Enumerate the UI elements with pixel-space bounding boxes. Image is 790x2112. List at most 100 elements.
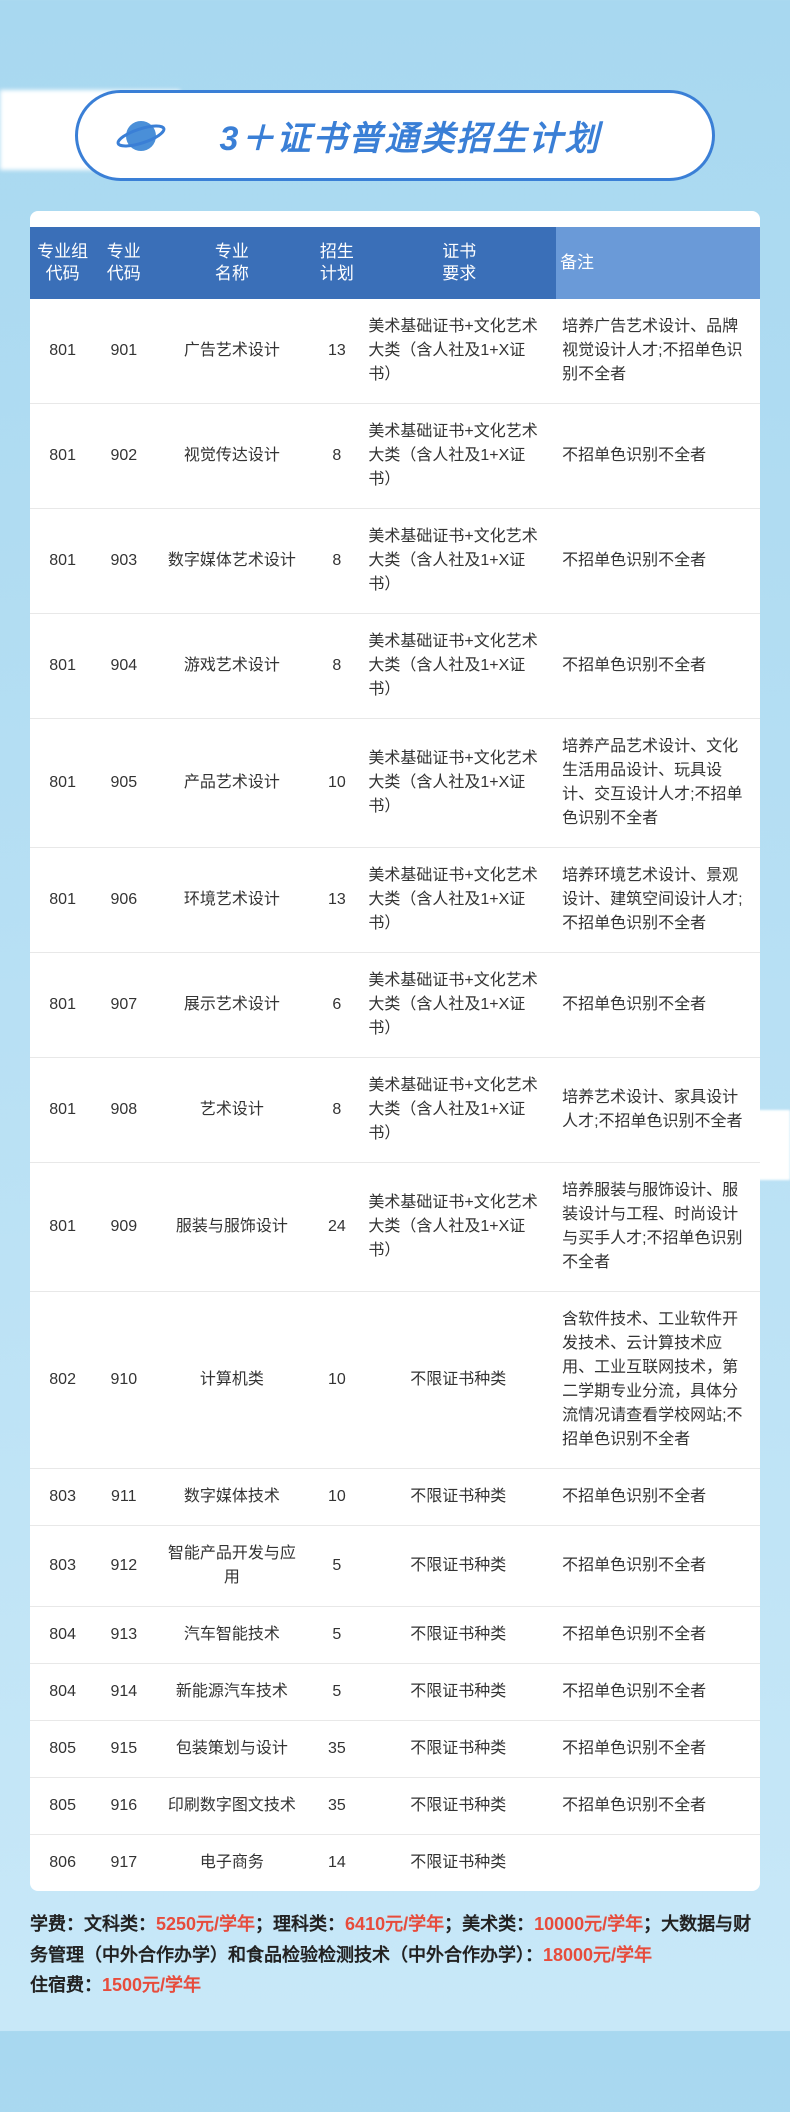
cell-plan: 6	[311, 953, 362, 1058]
cell-group: 801	[30, 1163, 95, 1292]
footer-note: 学费：文科类：5250元/学年；理科类：6410元/学年；美术类：10000元/…	[30, 1909, 760, 2001]
cell-plan: 10	[311, 1292, 362, 1469]
fee-liberal: 5250元/学年	[156, 1914, 255, 1934]
cell-plan: 24	[311, 1163, 362, 1292]
cell-major: 901	[95, 299, 152, 404]
cell-major: 914	[95, 1664, 152, 1721]
cell-name: 数字媒体艺术设计	[152, 509, 311, 614]
cell-name: 新能源汽车技术	[152, 1664, 311, 1721]
table-row: 803912智能产品开发与应用5不限证书种类不招单色识别不全者	[30, 1526, 760, 1607]
cell-plan: 5	[311, 1607, 362, 1664]
cell-name: 环境艺术设计	[152, 848, 311, 953]
cell-req: 美术基础证书+文化艺术大类（含人社及1+X证书）	[362, 1058, 556, 1163]
cell-group: 805	[30, 1778, 95, 1835]
cell-group: 802	[30, 1292, 95, 1469]
cell-plan: 8	[311, 404, 362, 509]
table-body: 801901广告艺术设计13美术基础证书+文化艺术大类（含人社及1+X证书）培养…	[30, 299, 760, 1891]
cell-note: 不招单色识别不全者	[556, 1778, 760, 1835]
cell-name: 游戏艺术设计	[152, 614, 311, 719]
cell-name: 广告艺术设计	[152, 299, 311, 404]
cell-group: 803	[30, 1526, 95, 1607]
cell-req: 美术基础证书+文化艺术大类（含人社及1+X证书）	[362, 614, 556, 719]
cell-name: 展示艺术设计	[152, 953, 311, 1058]
column-header-name: 专业名称	[152, 227, 311, 299]
cell-plan: 14	[311, 1835, 362, 1892]
cell-plan: 5	[311, 1664, 362, 1721]
cell-name: 包装策划与设计	[152, 1721, 311, 1778]
cell-req: 不限证书种类	[362, 1292, 556, 1469]
table-row: 801904游戏艺术设计8美术基础证书+文化艺术大类（含人社及1+X证书）不招单…	[30, 614, 760, 719]
cell-group: 801	[30, 953, 95, 1058]
table-row: 806917电子商务14不限证书种类	[30, 1835, 760, 1892]
cell-req: 不限证书种类	[362, 1721, 556, 1778]
cell-note: 不招单色识别不全者	[556, 1664, 760, 1721]
cell-req: 美术基础证书+文化艺术大类（含人社及1+X证书）	[362, 1163, 556, 1292]
cell-note: 不招单色识别不全者	[556, 1526, 760, 1607]
fee-science: 6410元/学年	[345, 1914, 444, 1934]
cell-plan: 10	[311, 719, 362, 848]
cell-note: 不招单色识别不全者	[556, 1607, 760, 1664]
cell-plan: 13	[311, 299, 362, 404]
cell-note: 不招单色识别不全者	[556, 404, 760, 509]
table-row: 801905产品艺术设计10美术基础证书+文化艺术大类（含人社及1+X证书）培养…	[30, 719, 760, 848]
cell-name: 智能产品开发与应用	[152, 1526, 311, 1607]
cell-req: 美术基础证书+文化艺术大类（含人社及1+X证书）	[362, 299, 556, 404]
cell-major: 904	[95, 614, 152, 719]
fee-label: 学费：文科类：	[30, 1914, 156, 1934]
cell-note: 培养环境艺术设计、景观设计、建筑空间设计人才;不招单色识别不全者	[556, 848, 760, 953]
cell-major: 909	[95, 1163, 152, 1292]
cell-name: 服装与服饰设计	[152, 1163, 311, 1292]
cell-note: 不招单色识别不全者	[556, 1469, 760, 1526]
cell-group: 801	[30, 299, 95, 404]
cell-group: 804	[30, 1607, 95, 1664]
cell-req: 不限证书种类	[362, 1778, 556, 1835]
cell-note	[556, 1835, 760, 1892]
table-row: 804914新能源汽车技术5不限证书种类不招单色识别不全者	[30, 1664, 760, 1721]
cell-group: 801	[30, 1058, 95, 1163]
table-row: 801907展示艺术设计6美术基础证书+文化艺术大类（含人社及1+X证书）不招单…	[30, 953, 760, 1058]
cell-req: 美术基础证书+文化艺术大类（含人社及1+X证书）	[362, 719, 556, 848]
cell-major: 917	[95, 1835, 152, 1892]
cell-name: 艺术设计	[152, 1058, 311, 1163]
cell-major: 911	[95, 1469, 152, 1526]
page-title: 3＋证书普通类招生计划	[220, 120, 601, 158]
fee-intl: 18000元/学年	[543, 1945, 652, 1965]
cell-req: 不限证书种类	[362, 1526, 556, 1607]
cell-note: 含软件技术、工业软件开发技术、云计算技术应用、工业互联网技术，第二学期专业分流，…	[556, 1292, 760, 1469]
cell-req: 美术基础证书+文化艺术大类（含人社及1+X证书）	[362, 848, 556, 953]
column-header-major: 专业代码	[95, 227, 152, 299]
cell-plan: 35	[311, 1778, 362, 1835]
cell-major: 903	[95, 509, 152, 614]
table-row: 804913汽车智能技术5不限证书种类不招单色识别不全者	[30, 1607, 760, 1664]
cell-major: 906	[95, 848, 152, 953]
cell-name: 印刷数字图文技术	[152, 1778, 311, 1835]
cell-plan: 35	[311, 1721, 362, 1778]
table-row: 801903数字媒体艺术设计8美术基础证书+文化艺术大类（含人社及1+X证书）不…	[30, 509, 760, 614]
table-row: 805915包装策划与设计35不限证书种类不招单色识别不全者	[30, 1721, 760, 1778]
cell-group: 806	[30, 1835, 95, 1892]
enrollment-table: 专业组代码专业代码专业名称招生计划证书要求备注 801901广告艺术设计13美术…	[30, 227, 760, 1891]
cell-major: 910	[95, 1292, 152, 1469]
cell-note: 培养艺术设计、家具设计人才;不招单色识别不全者	[556, 1058, 760, 1163]
cell-name: 计算机类	[152, 1292, 311, 1469]
table-row: 801901广告艺术设计13美术基础证书+文化艺术大类（含人社及1+X证书）培养…	[30, 299, 760, 404]
cell-major: 902	[95, 404, 152, 509]
table-row: 801909服装与服饰设计24美术基础证书+文化艺术大类（含人社及1+X证书）培…	[30, 1163, 760, 1292]
cell-plan: 13	[311, 848, 362, 953]
table-row: 801908艺术设计8美术基础证书+文化艺术大类（含人社及1+X证书）培养艺术设…	[30, 1058, 760, 1163]
fee-art: 10000元/学年	[534, 1914, 643, 1934]
cell-note: 不招单色识别不全者	[556, 953, 760, 1058]
content-card: 专业组代码专业代码专业名称招生计划证书要求备注 801901广告艺术设计13美术…	[30, 211, 760, 1891]
cell-major: 913	[95, 1607, 152, 1664]
cell-note: 培养产品艺术设计、文化生活用品设计、玩具设计、交互设计人才;不招单色识别不全者	[556, 719, 760, 848]
cell-group: 805	[30, 1721, 95, 1778]
planet-icon	[116, 111, 166, 161]
cell-major: 915	[95, 1721, 152, 1778]
cell-req: 不限证书种类	[362, 1835, 556, 1892]
cell-group: 801	[30, 614, 95, 719]
title-banner: 3＋证书普通类招生计划	[75, 90, 715, 181]
cell-name: 汽车智能技术	[152, 1607, 311, 1664]
table-header: 专业组代码专业代码专业名称招生计划证书要求备注	[30, 227, 760, 299]
cell-plan: 8	[311, 509, 362, 614]
cell-group: 801	[30, 509, 95, 614]
